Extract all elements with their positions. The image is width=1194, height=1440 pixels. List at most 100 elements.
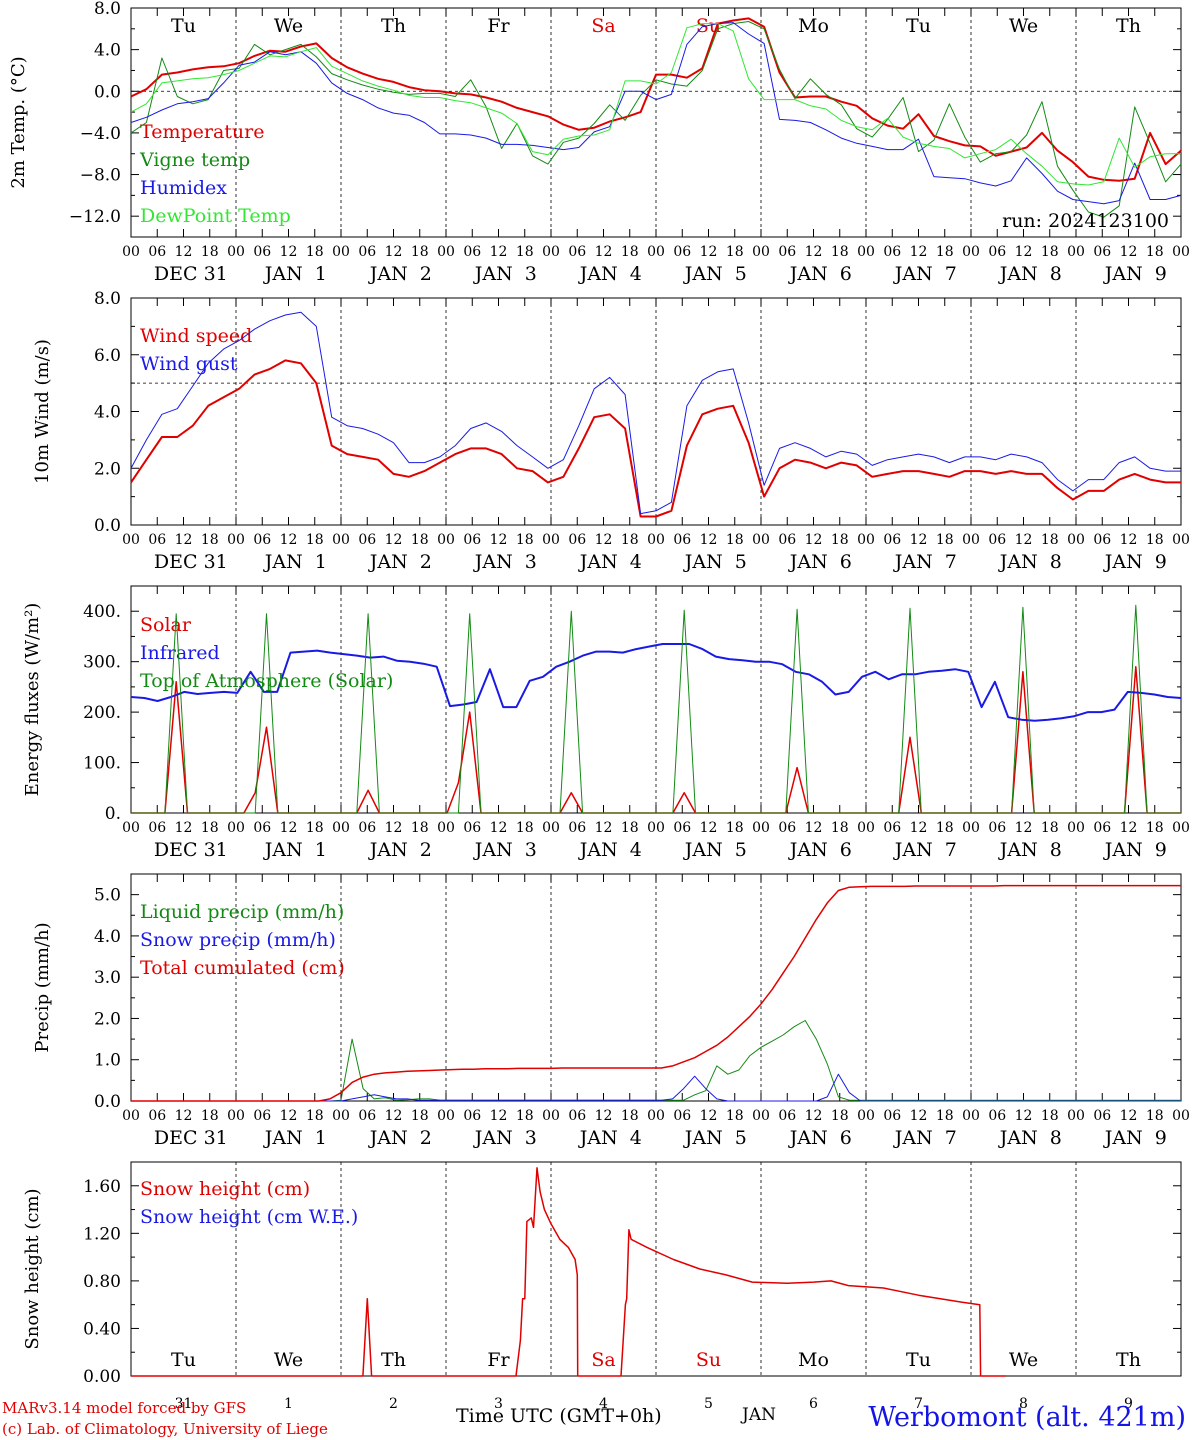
- snow-ytick-label: 0.80: [83, 1272, 121, 1292]
- energy-day-label: JAN 6: [788, 839, 852, 861]
- energy-hour-label: 12: [175, 820, 193, 836]
- wind-hour-label: 00: [122, 532, 140, 548]
- precip-hour-label: 00: [962, 1108, 980, 1124]
- temperature-series-3: [130, 23, 1181, 186]
- wind-day-label: JAN 9: [1103, 551, 1167, 573]
- temperature-hour-label: 00: [857, 244, 875, 260]
- energy-hour-label: 18: [1146, 820, 1164, 836]
- energy-ylabel: Energy fluxes (W/m²): [22, 603, 43, 797]
- temperature-weekday-label: Fr: [487, 15, 510, 37]
- temperature-hour-label: 00: [332, 244, 350, 260]
- temperature-hour-label: 12: [595, 244, 613, 260]
- time-axis-label: Time UTC (GMT+0h): [456, 1405, 662, 1427]
- temperature-series-0: [130, 17, 1182, 182]
- temperature-hour-label: 12: [910, 244, 928, 260]
- temperature-hour-label: 06: [883, 244, 901, 260]
- snow-day-number: 1: [284, 1396, 293, 1412]
- snow-weekday-label: We: [274, 1349, 303, 1371]
- wind-hour-label: 12: [490, 532, 508, 548]
- energy-hour-label: 12: [490, 820, 508, 836]
- wind-hour-label: 06: [358, 532, 376, 548]
- snow-weekday-label: We: [1009, 1349, 1038, 1371]
- precip-hour-label: 00: [542, 1108, 560, 1124]
- energy-hour-label: 12: [1120, 820, 1138, 836]
- temperature-weekday-label: Th: [1116, 15, 1141, 37]
- snow-weekday-label: Tu: [171, 1349, 196, 1371]
- energy-ytick-label: 200.: [83, 703, 121, 723]
- temperature-hour-label: 06: [253, 244, 271, 260]
- snow-ytick-label: 1.20: [83, 1224, 121, 1244]
- energy-legend-0: Solar: [140, 614, 192, 636]
- energy-day-label: JAN 4: [578, 839, 642, 861]
- snow-ytick-label: 1.60: [83, 1177, 121, 1197]
- snow-series-0: [131, 1167, 1006, 1377]
- energy-series-2: [131, 604, 1181, 814]
- snow-weekday-label: Sa: [591, 1349, 615, 1371]
- energy-day-label: JAN 5: [683, 839, 747, 861]
- wind-hour-label: 06: [568, 532, 586, 548]
- snow-day-number: 6: [809, 1396, 818, 1412]
- wind-hour-label: 12: [595, 532, 613, 548]
- energy-hour-label: 06: [673, 820, 691, 836]
- energy-day-label: JAN 7: [893, 839, 957, 861]
- energy-hour-label: 18: [411, 820, 429, 836]
- wind-hour-label: 18: [201, 532, 219, 548]
- energy-hour-label: 00: [227, 820, 245, 836]
- station-name: Werbomont (alt. 421m): [868, 1402, 1186, 1433]
- precip-day-label: JAN 4: [578, 1127, 642, 1149]
- precip-hour-label: 18: [1146, 1108, 1164, 1124]
- wind-hour-label: 06: [1093, 532, 1111, 548]
- precip-day-label: DEC 31: [154, 1127, 228, 1149]
- temperature-ytick-label: −8.0: [80, 166, 121, 186]
- energy-ytick-label: 0.: [105, 804, 121, 824]
- temperature-ylabel: 2m Temp. (°C): [8, 56, 29, 188]
- precip-hour-label: 18: [306, 1108, 324, 1124]
- temperature-hour-label: 18: [411, 244, 429, 260]
- precip-hour-label: 12: [595, 1108, 613, 1124]
- precip-hour-label: 06: [253, 1108, 271, 1124]
- precip-hour-label: 06: [673, 1108, 691, 1124]
- snow-legend-0: Snow height (cm): [140, 1178, 310, 1200]
- energy-hour-label: 00: [1172, 820, 1190, 836]
- energy-hour-label: 18: [621, 820, 639, 836]
- precip-hour-label: 00: [857, 1108, 875, 1124]
- snow-ytick-label: 0.00: [83, 1367, 121, 1387]
- temperature-run-annotation: run: 2024123100: [1002, 210, 1169, 232]
- wind-day-label: JAN 2: [368, 551, 432, 573]
- precip-ylabel: Precip (mm/h): [32, 922, 53, 1052]
- wind-day-label: JAN 6: [788, 551, 852, 573]
- wind-day-label: JAN 3: [473, 551, 537, 573]
- energy-hour-label: 00: [542, 820, 560, 836]
- temperature-weekday-label: Tu: [171, 15, 196, 37]
- energy-hour-label: 18: [516, 820, 534, 836]
- wind-hour-label: 00: [1067, 532, 1085, 548]
- precip-hour-label: 06: [148, 1108, 166, 1124]
- temperature-hour-label: 18: [516, 244, 534, 260]
- wind-ytick-label: 0.0: [94, 516, 121, 536]
- temperature-ytick-label: 4.0: [94, 41, 121, 61]
- wind-ytick-label: 4.0: [94, 403, 121, 423]
- energy-hour-label: 06: [1093, 820, 1111, 836]
- snow-ylabel: Snow height (cm): [22, 1188, 43, 1349]
- wind-hour-label: 12: [700, 532, 718, 548]
- temperature-hour-label: 12: [175, 244, 193, 260]
- energy-hour-label: 00: [437, 820, 455, 836]
- wind-hour-label: 06: [673, 532, 691, 548]
- precip-hour-label: 06: [883, 1108, 901, 1124]
- precip-hour-label: 12: [700, 1108, 718, 1124]
- wind-hour-label: 06: [148, 532, 166, 548]
- snow-day-number: 9: [1124, 1396, 1133, 1412]
- energy-day-label: JAN 9: [1103, 839, 1167, 861]
- wind-hour-label: 06: [778, 532, 796, 548]
- precip-hour-label: 18: [516, 1108, 534, 1124]
- wind-hour-label: 12: [805, 532, 823, 548]
- temperature-weekday-label: We: [274, 15, 303, 37]
- energy-hour-label: 18: [936, 820, 954, 836]
- precip-day-label: JAN 9: [1103, 1127, 1167, 1149]
- precip-hour-label: 00: [437, 1108, 455, 1124]
- temperature-hour-label: 00: [647, 244, 665, 260]
- precip-ytick-label: 5.0: [94, 886, 121, 906]
- precip-hour-label: 00: [332, 1108, 350, 1124]
- precip-ytick-label: 3.0: [94, 968, 121, 988]
- wind-day-label: JAN 5: [683, 551, 747, 573]
